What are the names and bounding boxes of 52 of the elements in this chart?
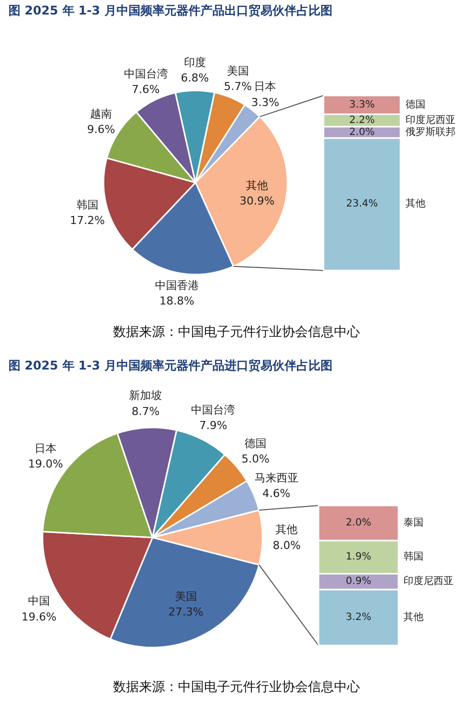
series-label: 泰国	[404, 518, 424, 528]
series-label: 德国	[406, 99, 426, 110]
series-label: 印度尼西亚	[404, 575, 454, 588]
source-note: 数据来源：中国电子元件行业协会信息中心	[113, 324, 360, 340]
data-label: 7.6%	[132, 83, 160, 96]
data-label: 7.9%	[199, 419, 228, 432]
slice-label: 其他	[246, 179, 268, 192]
data-label: 3.3%	[349, 99, 375, 110]
slice-label: 德国	[244, 437, 266, 450]
slice-label: 韩国	[76, 198, 98, 212]
slice-label: 中国台湾	[191, 404, 236, 417]
series-label: 其他	[404, 611, 424, 623]
data-label: 3.3%	[251, 96, 280, 109]
slice-label: 中国香港	[154, 278, 199, 292]
data-label: 2.0%	[349, 126, 375, 138]
data-label: 8.7%	[132, 404, 160, 418]
chart-title: 图 2025 年 1-3 月中国频率元器件产品出口贸易伙伴占比图	[8, 4, 332, 18]
data-label: 1.9%	[346, 552, 372, 563]
slice-label: 中国台湾	[124, 68, 168, 81]
slice-label: 印度	[184, 56, 206, 69]
data-label: 19.6%	[21, 610, 56, 624]
series-label: 韩国	[404, 550, 424, 563]
slice-label: 其他	[276, 523, 298, 536]
series-label: 其他	[406, 198, 426, 210]
data-label: 2.2%	[349, 114, 375, 126]
slice-label: 越南	[90, 108, 112, 121]
slice-label: 美国	[226, 64, 249, 78]
data-label: 0.9%	[346, 576, 372, 588]
data-label: 27.3%	[168, 606, 204, 619]
source-note: 数据来源：中国电子元件行业协会信息中心	[113, 679, 360, 695]
data-label: 3.2%	[346, 612, 372, 623]
data-label: 2.0%	[346, 518, 372, 528]
slice-label: 日本	[254, 80, 276, 94]
series-label: 俄罗斯联邦	[406, 126, 456, 138]
data-label: 30.9%	[240, 194, 275, 208]
slice-label: 马来西亚	[254, 472, 298, 485]
data-label: 23.4%	[346, 198, 378, 210]
series-label: 印度尼西亚	[406, 114, 456, 126]
data-label: 4.6%	[262, 487, 290, 500]
data-label: 17.2%	[70, 214, 105, 227]
slice-label: 日本	[34, 442, 57, 456]
data-label: 9.6%	[87, 123, 116, 136]
data-label: 6.8%	[180, 72, 209, 85]
data-label: 19.0%	[28, 458, 64, 471]
chart-title: 图 2025 年 1-3 月中国频率元器件产品进口贸易伙伴占比图	[8, 358, 332, 372]
slice-label: 新加坡	[129, 389, 162, 402]
slice-label: 美国	[174, 590, 197, 604]
slice-label: 中国	[28, 594, 50, 608]
data-label: 18.8%	[159, 294, 194, 308]
data-label: 5.0%	[241, 452, 270, 466]
data-label: 8.0%	[272, 538, 301, 552]
data-label: 5.7%	[224, 80, 252, 93]
